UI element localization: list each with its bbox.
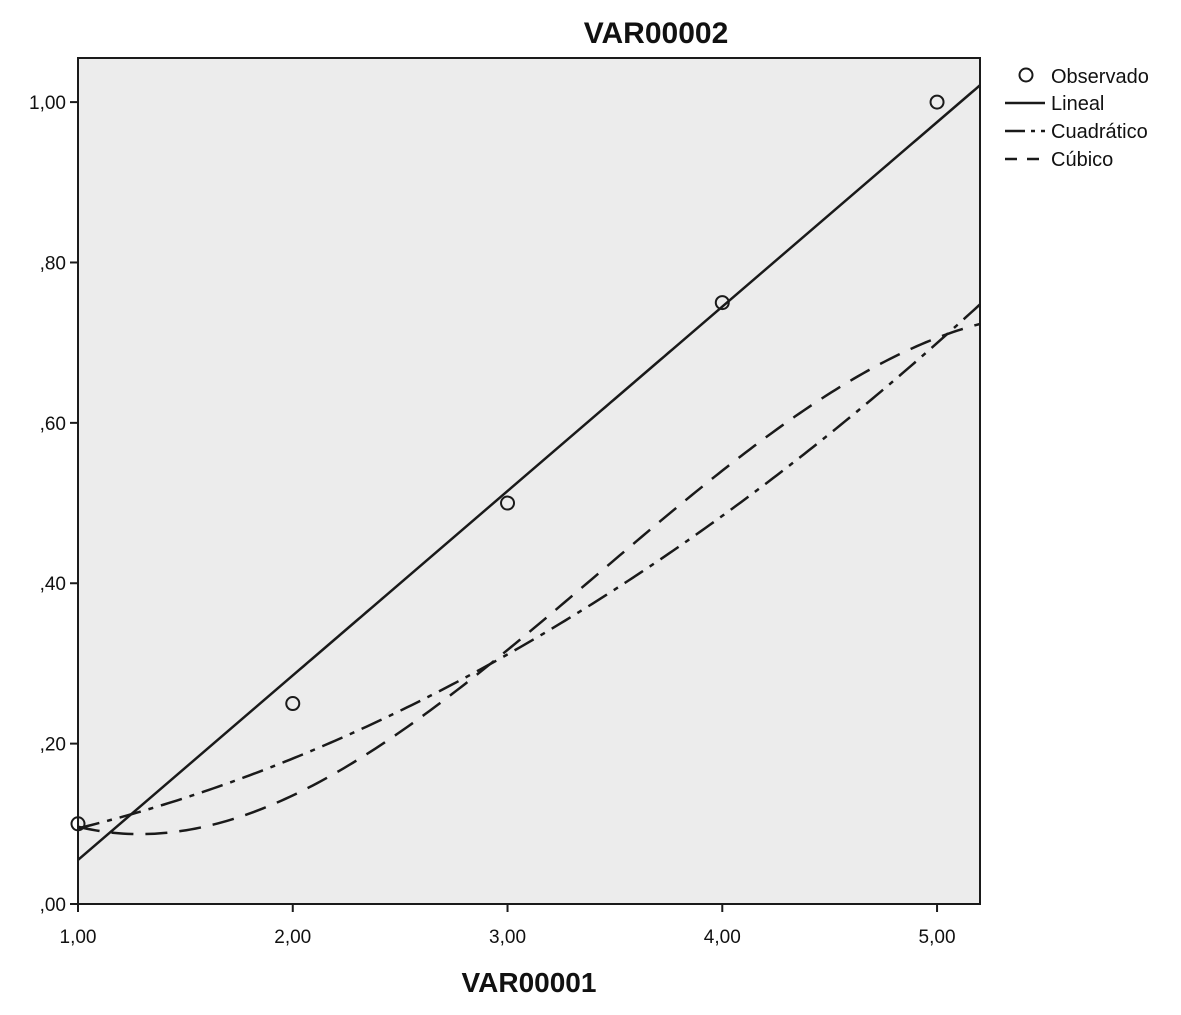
legend: Observado Lineal Cuadrático Cúbico	[1005, 66, 1149, 171]
observed-point	[285, 696, 301, 712]
legend-label-2: Cuadrático	[1051, 121, 1148, 143]
x-tick-label: 2,00	[274, 927, 311, 948]
x-tick-label: 3,00	[489, 927, 526, 948]
legend-label-observed: Observado	[1051, 66, 1149, 88]
y-tick-label: ,40	[40, 574, 66, 595]
x-axis-label: VAR00001	[462, 967, 597, 998]
x-tick-label: 4,00	[704, 927, 741, 948]
legend-label-1: Lineal	[1051, 93, 1104, 115]
y-tick-label: ,60	[40, 414, 66, 435]
plot-area	[78, 58, 980, 904]
observed-point	[500, 495, 516, 511]
fit-line-2	[78, 303, 980, 830]
x-axis: 1,00 2,00 3,00 4,00 5,00	[60, 904, 956, 948]
legend-marker-observed	[1018, 67, 1034, 83]
x-tick-label: 1,00	[60, 927, 97, 948]
plot-frame	[77, 57, 981, 905]
fit-line-3	[78, 322, 980, 836]
y-tick-label: ,00	[40, 895, 66, 916]
fit-line-1	[78, 84, 980, 861]
y-tick-label: ,20	[40, 735, 66, 756]
fit-lines	[78, 84, 980, 861]
legend-label-3: Cúbico	[1051, 149, 1113, 171]
observed-point	[929, 94, 945, 110]
chart-title: VAR00002	[584, 17, 729, 50]
y-tick-label: ,80	[40, 253, 66, 274]
y-axis: ,00 ,20 ,40 ,60 ,80 1,00	[29, 93, 78, 916]
x-tick-label: 5,00	[919, 927, 956, 948]
y-tick-label: 1,00	[29, 93, 66, 114]
observed-point	[714, 295, 730, 311]
